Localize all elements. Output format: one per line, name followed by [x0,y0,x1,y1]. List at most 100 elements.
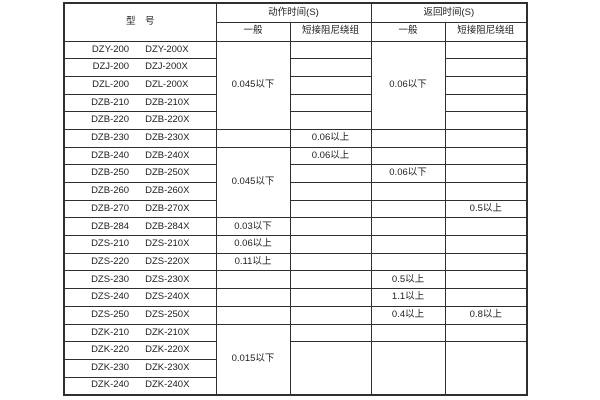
model-name-x: DZB-230X [145,132,190,144]
model-name: DZB-230 [91,132,130,144]
model-name-x: DZS-250X [145,308,190,320]
action-general-cell: 0.045以下 [215,146,291,219]
table-row: DZK-210 DZK-210X 0.015以下 [63,323,528,396]
model-cell: DZB-260 DZB-260X [63,182,217,201]
model-name-x: DZB-250X [145,167,190,179]
action-damped-cell [289,93,372,113]
return-damped-cell [444,128,528,148]
model-name: DZB-250 [91,167,130,179]
table-row: DZB-284 DZB-284X 0.03以下 [63,217,528,237]
return-general-cell [370,323,446,343]
return-damped-cell [444,164,528,183]
action-damped-cell [289,252,372,272]
model-name: DZB-284 [91,220,130,232]
model-cell: DZB-250 DZB-250X [63,164,217,183]
table-row: DZJ-200 DZJ-200X [63,58,528,77]
return-damped-cell [444,146,528,166]
col-header-return-damped: 短接阻尼绕组 [444,21,528,42]
return-damped-cell [444,323,528,343]
model-cell: DZY-200 DZY-200X [63,40,217,60]
model-name-x: DZB-210X [145,96,190,108]
col-header-return-time: 返回时间(S) [370,2,528,23]
table-row: DZB-260 DZB-260X [63,182,528,201]
table-row: DZB-240 DZB-240X 0.045以下 0.06以上 [63,146,528,219]
return-general-cell [370,235,446,254]
model-name: DZS-210 [91,238,130,250]
model-name-x: DZB-240X [145,149,190,161]
return-damped-cell [444,182,528,201]
return-general-cell [370,217,446,237]
model-name-x: DZY-200X [145,43,189,55]
return-damped-cell [444,252,528,272]
return-general-cell: 1.1以上 [370,288,446,307]
return-general-cell: 0.5以上 [370,270,446,290]
model-cell: DZB-220 DZB-220X [63,111,217,130]
table-row: DZS-240 DZS-240X 1.1以上 [63,288,528,307]
model-name-x: DZK-210X [145,326,190,338]
action-damped-cell [289,305,372,325]
return-damped-cell [444,288,528,307]
action-damped-cell [289,182,372,201]
action-damped-cell: 0.06以上 [289,128,372,148]
action-damped-cell [289,341,372,396]
return-general-cell [370,182,446,201]
model-cell: DZK-230 DZK-230X [63,358,217,378]
model-name-x: DZK-240X [145,379,190,391]
action-general-cell: 0.06以上 [215,235,291,254]
table-row: DZB-220 DZB-220X [63,111,528,130]
table-row: DZY-200 DZY-200X 0.045以下 0.06以下 [63,40,528,130]
table-row: DZK-240 DZK-240X [63,376,527,396]
model-name: DZK-230 [91,362,130,373]
model-name-x: DZK-220X [145,344,190,356]
return-damped-cell [444,341,528,396]
model-name-x: DZB-220X [145,114,190,126]
return-damped-cell: 0.5以上 [444,199,528,219]
return-damped-cell [444,58,528,77]
col-header-model: 型 号 [63,2,217,42]
return-damped-cell [444,111,528,130]
return-damped-cell [444,93,528,113]
model-cell: DZS-230 DZS-230X [63,270,217,290]
table-row: DZS-250 DZS-250X 0.4以上 0.8以上 [63,305,528,325]
action-damped-cell [289,217,372,237]
model-name-x: DZB-284X [145,220,190,232]
model-name-x: DZB-260X [145,185,190,197]
action-damped-cell [289,111,372,130]
return-general-cell: 0.4以上 [370,305,446,325]
col-header-return-general: 一般 [370,21,446,42]
model-cell: DZS-240 DZS-240X [63,288,217,307]
model-name-x: DZS-230X [145,273,190,285]
table-row: DZS-210 DZS-210X 0.06以上 [63,235,528,254]
return-damped-cell [444,270,528,290]
col-header-action-time: 动作时间(S) [215,2,372,23]
return-damped-cell [444,217,528,237]
return-general-cell [370,128,446,148]
model-name-x: DZS-210X [145,238,190,250]
action-general-cell [215,305,291,325]
action-damped-cell [289,58,372,77]
table-row: DZB-250 DZB-250X 0.06以下 [63,164,528,183]
action-damped-cell [289,75,372,95]
model-name: DZB-260 [91,185,130,197]
model-cell: DZB-270 DZB-270X [63,199,217,219]
model-name: DZB-210 [91,96,130,108]
return-general-cell [370,341,446,396]
model-cell: DZB-210 DZB-210X [63,93,217,113]
model-name-x: DZS-220X [145,255,190,267]
table-row: DZS-220 DZS-220X 0.11以上 [63,252,528,272]
model-name: DZB-220 [91,114,130,126]
return-general-cell: 0.06以下 [370,40,446,130]
col-header-action-general: 一般 [215,21,291,42]
return-damped-cell [444,75,528,95]
model-cell: DZK-210 DZK-210X [63,323,217,343]
action-damped-cell [289,270,372,290]
return-damped-cell: 0.8以上 [444,305,528,325]
model-name: DZB-240 [91,149,130,161]
model-name: DZY-200 [91,43,130,55]
model-name-x: DZJ-200X [145,61,188,73]
model-cell: DZB-240 DZB-240X [63,146,217,166]
action-damped-cell: 0.06以上 [289,146,372,166]
table-row: DZS-230 DZS-230X 0.5以上 [63,270,528,290]
model-name-x: DZL-200X [145,79,189,90]
col-header-action-damped: 短接阻尼绕组 [289,21,372,42]
